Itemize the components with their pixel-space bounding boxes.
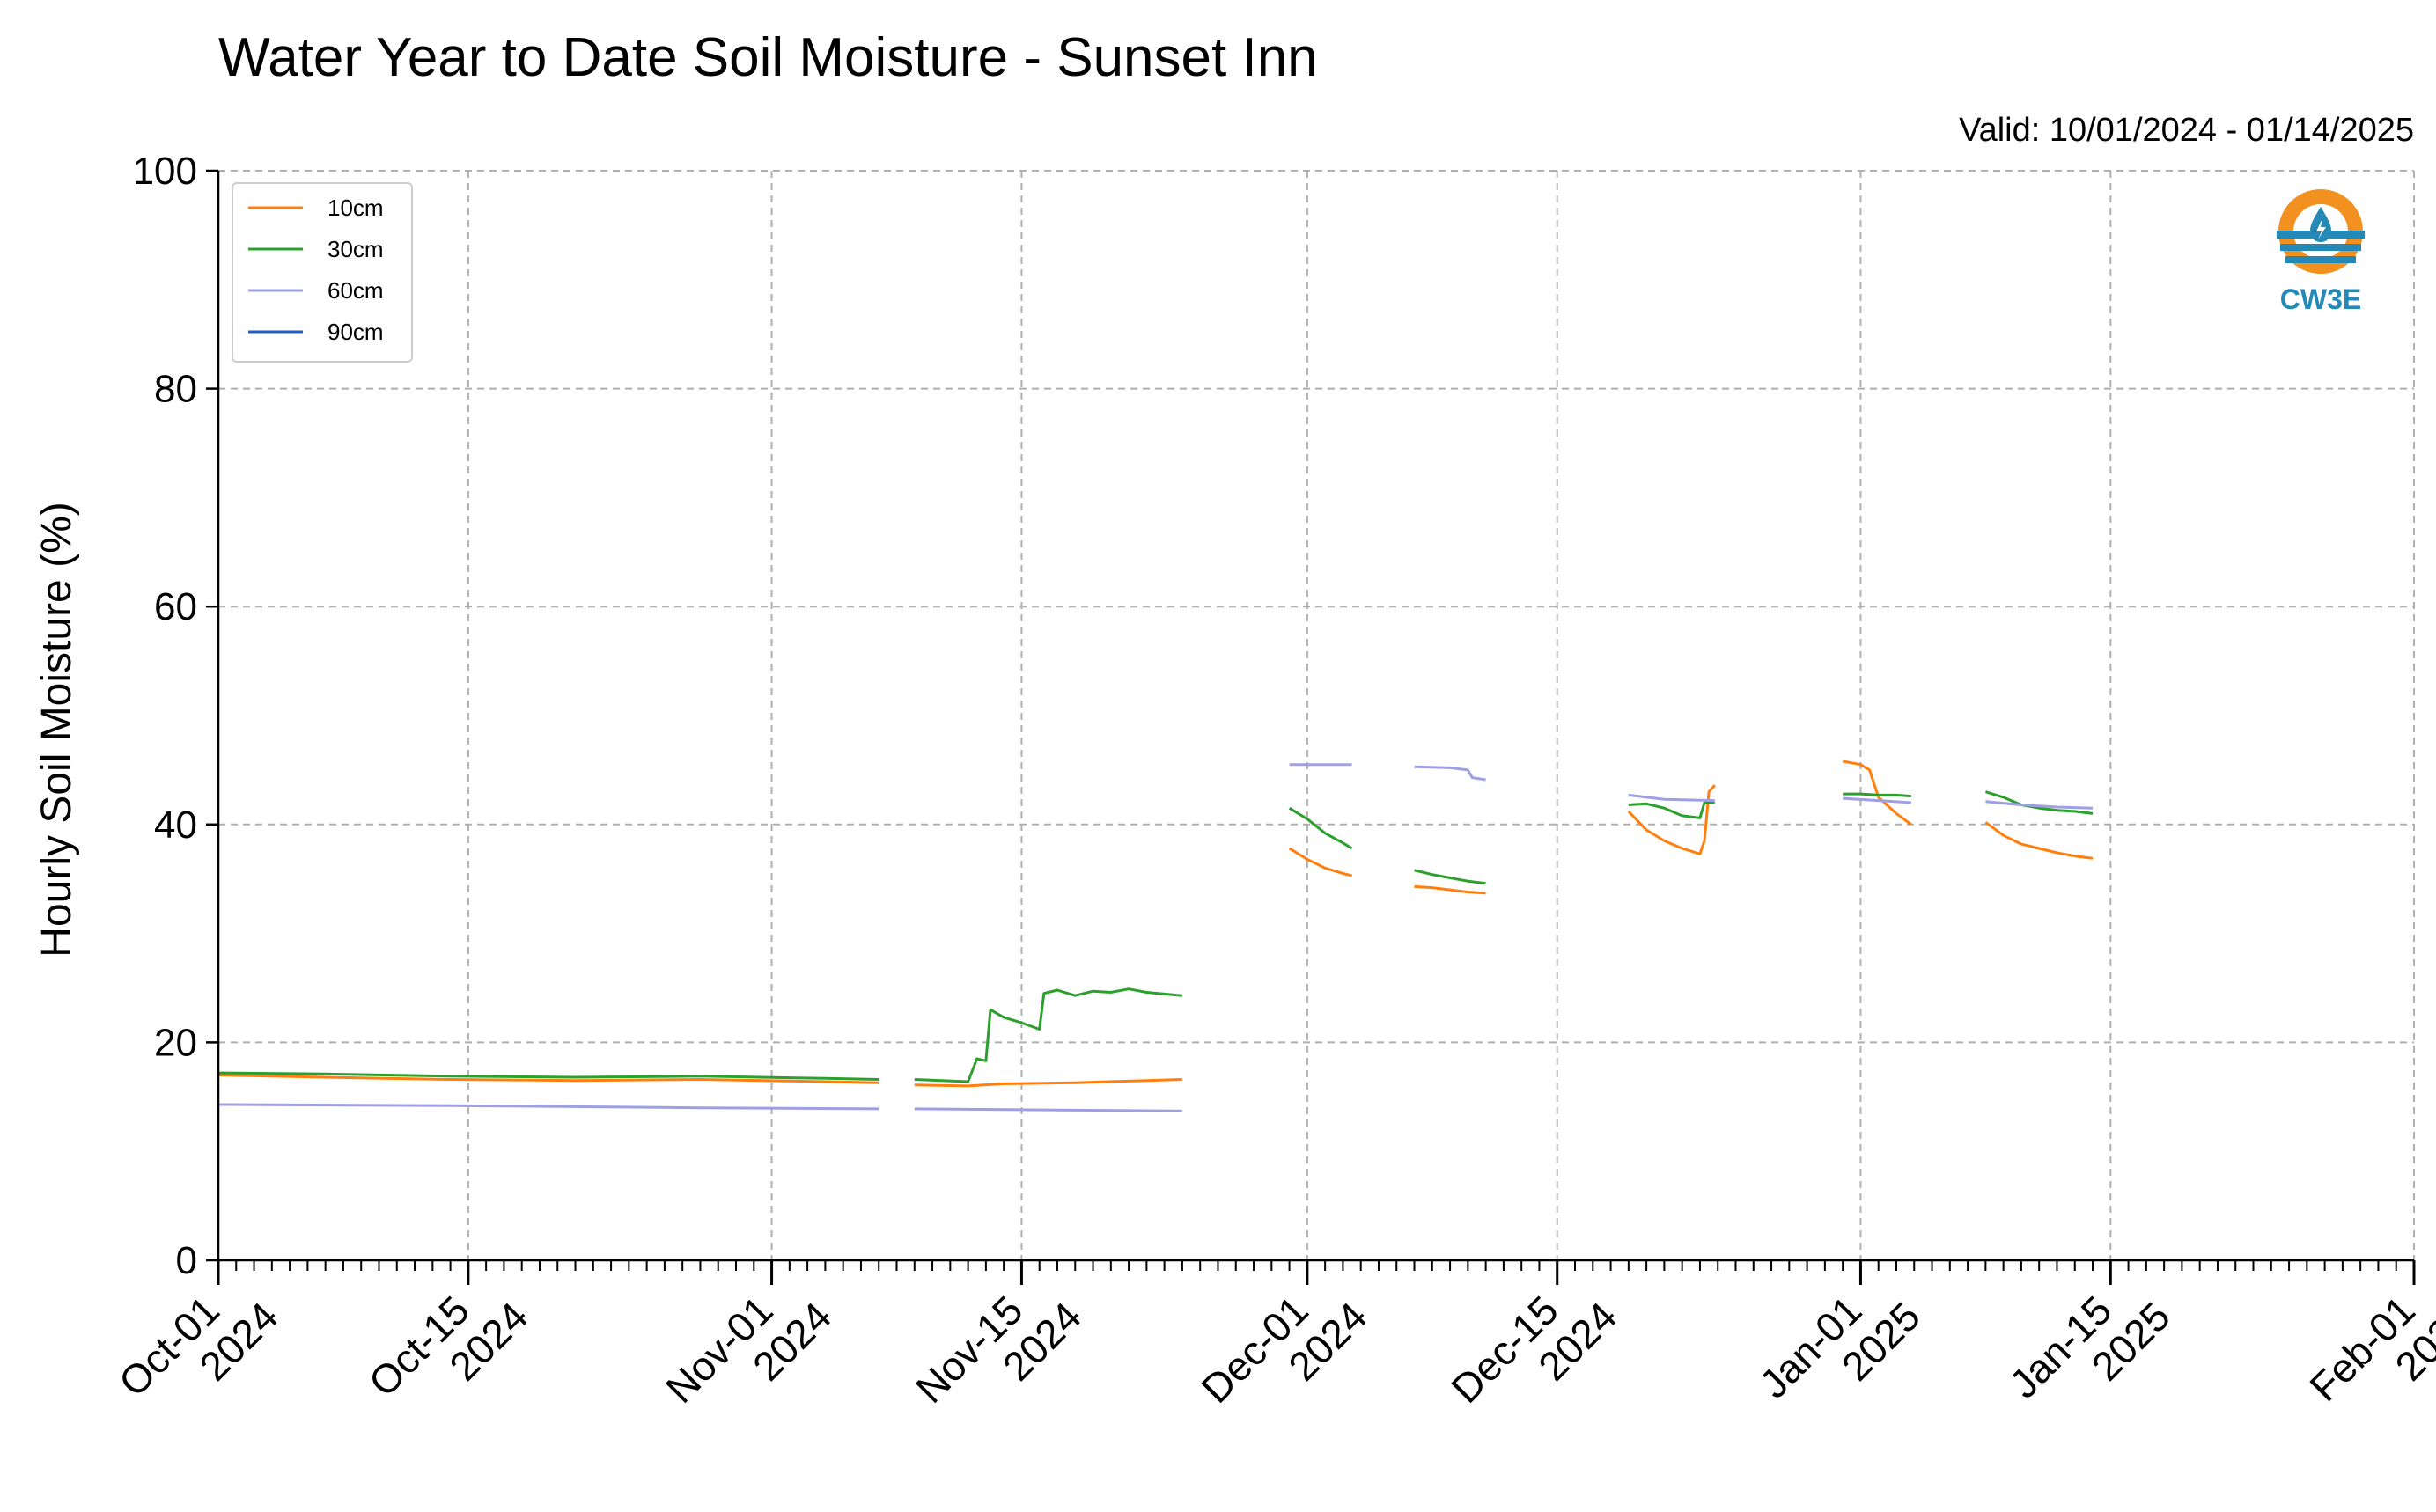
grid-layer <box>217 170 2415 1261</box>
chart-title: Water Year to Date Soil Moisture - Sunse… <box>218 27 1318 88</box>
x-tick-label: Nov-012024 <box>657 1261 840 1444</box>
x-tick-label: Feb-012025 <box>2300 1261 2436 1442</box>
legend: 10cm 30cm 60cm 90cm <box>232 182 413 363</box>
series-layer <box>217 760 2094 1112</box>
y-axis-label: Hourly Soil Moisture (%) <box>33 502 80 957</box>
y-tick-label: 100 <box>133 150 197 193</box>
legend-label-10cm: 10cm <box>327 195 384 221</box>
series-line-10cm <box>1842 760 1912 826</box>
cw3e-logo: CW3E <box>2277 189 2365 315</box>
series-line-30cm <box>217 1071 879 1081</box>
legend-label-30cm: 30cm <box>327 236 384 262</box>
y-tick-label: 60 <box>154 585 197 628</box>
legend-label-90cm: 90cm <box>327 319 384 345</box>
series-line-60cm <box>217 1103 879 1111</box>
y-tick-label: 20 <box>154 1021 197 1064</box>
legend-label-60cm: 60cm <box>327 277 384 304</box>
y-tick-label: 80 <box>154 368 197 411</box>
series-line-60cm <box>1628 793 1715 803</box>
x-tick-label: Jan-012025 <box>1750 1261 1929 1440</box>
y-tick-label: 40 <box>154 804 197 847</box>
legend-box <box>232 182 413 363</box>
series-line-10cm <box>1414 884 1486 895</box>
series-line-30cm <box>1288 806 1353 850</box>
series-line-60cm <box>1414 765 1486 782</box>
x-tick-label: Nov-152024 <box>907 1261 1090 1444</box>
x-tick-label: Dec-012024 <box>1192 1261 1375 1444</box>
series-line-30cm <box>1984 790 2094 815</box>
series-line-30cm <box>1414 869 1486 885</box>
x-tick-label: Jan-152025 <box>2000 1261 2179 1440</box>
series-10cm <box>217 760 2094 1088</box>
chart-subtitle: Valid: 10/01/2024 - 01/14/2025 <box>1959 112 2414 149</box>
series-30cm <box>217 790 2094 1083</box>
series-line-10cm <box>217 1074 879 1084</box>
axes-layer: 0 20 40 60 80 100 Oct-012024 Oct-152024 Nov-0120… <box>110 150 2436 1444</box>
series-60cm <box>217 763 2094 1112</box>
series-line-30cm <box>914 987 1183 1083</box>
series-line-30cm <box>1628 801 1715 819</box>
x-tick-label: Oct-012024 <box>110 1261 287 1438</box>
series-line-10cm <box>1984 821 2094 860</box>
series-line-10cm <box>1288 847 1352 877</box>
x-tick-label: Dec-152024 <box>1442 1261 1625 1444</box>
series-line-60cm <box>1985 800 2094 810</box>
series-line-30cm <box>1843 792 1912 798</box>
series-line-60cm <box>1843 796 1911 804</box>
y-tick-label: 0 <box>176 1239 197 1282</box>
series-line-10cm <box>914 1078 1182 1088</box>
series-line-60cm <box>914 1107 1182 1112</box>
logo-text: CW3E <box>2280 283 2361 315</box>
x-tick-label: Oct-152024 <box>360 1261 537 1438</box>
logo-bolt-icon <box>2316 218 2326 239</box>
